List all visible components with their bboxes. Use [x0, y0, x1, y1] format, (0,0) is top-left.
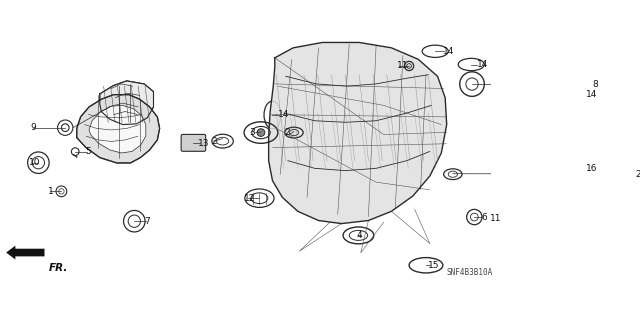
Text: 14: 14	[586, 90, 598, 99]
Polygon shape	[100, 81, 154, 125]
Text: 3: 3	[250, 128, 255, 137]
Text: 13: 13	[198, 138, 209, 148]
Text: 1: 1	[49, 187, 54, 196]
Text: 5: 5	[85, 147, 91, 156]
Polygon shape	[269, 42, 447, 224]
Polygon shape	[89, 105, 146, 153]
Text: 6: 6	[481, 212, 487, 221]
Text: 2: 2	[636, 170, 640, 179]
Text: FR.: FR.	[49, 263, 68, 273]
Text: 10: 10	[29, 158, 41, 167]
Text: 2: 2	[211, 137, 217, 146]
Text: 14: 14	[278, 110, 289, 119]
Text: 11: 11	[397, 62, 408, 70]
Text: 8: 8	[593, 79, 598, 89]
Text: 11: 11	[490, 214, 502, 223]
Text: 9: 9	[31, 123, 36, 132]
FancyBboxPatch shape	[181, 134, 205, 151]
Text: 16: 16	[586, 164, 598, 173]
Circle shape	[257, 129, 265, 137]
Text: 4: 4	[357, 231, 362, 241]
Text: 7: 7	[144, 217, 150, 226]
Text: SNF4B3B10A: SNF4B3B10A	[447, 268, 493, 277]
Text: 14: 14	[443, 47, 454, 56]
Text: 14: 14	[477, 60, 488, 69]
Text: 2: 2	[284, 128, 290, 137]
Text: 12: 12	[244, 194, 255, 203]
FancyArrow shape	[6, 246, 45, 259]
Text: 15: 15	[428, 261, 440, 270]
Polygon shape	[77, 95, 159, 163]
